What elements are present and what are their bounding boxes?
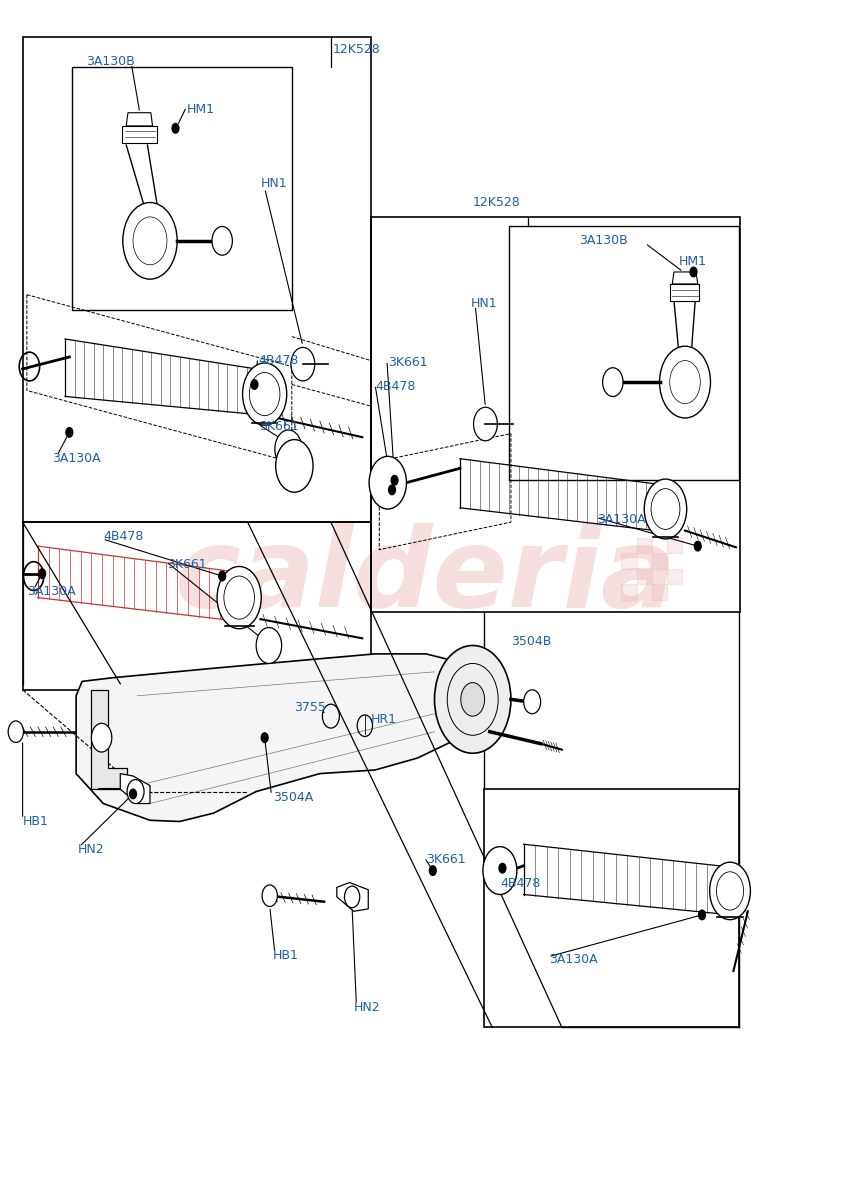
Circle shape	[369, 456, 406, 509]
Circle shape	[262, 884, 278, 906]
Circle shape	[474, 407, 498, 440]
Text: HM1: HM1	[679, 254, 707, 268]
Text: 3A130A: 3A130A	[52, 452, 101, 466]
Circle shape	[212, 227, 233, 256]
Polygon shape	[337, 882, 368, 911]
Circle shape	[602, 367, 623, 396]
Text: 3755: 3755	[295, 701, 326, 714]
Circle shape	[219, 571, 226, 581]
Text: 4B478: 4B478	[375, 380, 416, 394]
Bar	[621, 553, 636, 569]
Circle shape	[256, 628, 282, 664]
Text: HN2: HN2	[78, 842, 105, 856]
Text: HB1: HB1	[273, 949, 299, 962]
Text: HM1: HM1	[187, 103, 215, 115]
Circle shape	[130, 790, 136, 799]
Bar	[652, 584, 667, 600]
Bar	[621, 584, 636, 600]
Circle shape	[9, 721, 24, 743]
Circle shape	[435, 646, 511, 754]
Bar	[636, 569, 652, 584]
Circle shape	[91, 724, 112, 752]
Text: 3504B: 3504B	[511, 636, 551, 648]
Text: 3A130A: 3A130A	[597, 514, 646, 527]
Circle shape	[524, 690, 541, 714]
Circle shape	[276, 439, 313, 492]
Text: 3A130B: 3A130B	[579, 234, 628, 247]
Text: HN2: HN2	[354, 1001, 381, 1014]
Circle shape	[172, 124, 179, 133]
Circle shape	[483, 847, 517, 894]
Circle shape	[127, 780, 144, 804]
Text: HR1: HR1	[371, 713, 397, 726]
Bar	[667, 538, 682, 553]
Text: 3K661: 3K661	[259, 420, 298, 433]
Text: 3K661: 3K661	[426, 853, 466, 866]
Bar	[636, 538, 652, 553]
Polygon shape	[122, 126, 157, 143]
Circle shape	[291, 347, 314, 380]
Text: 3A130B: 3A130B	[86, 55, 135, 67]
Polygon shape	[670, 284, 699, 301]
Circle shape	[461, 683, 485, 716]
Circle shape	[243, 362, 287, 425]
Text: 3K661: 3K661	[388, 356, 428, 370]
Circle shape	[690, 268, 697, 277]
Text: 3A130A: 3A130A	[27, 586, 76, 598]
Circle shape	[659, 346, 711, 418]
Text: 3K661: 3K661	[167, 558, 207, 570]
Polygon shape	[126, 113, 153, 126]
Circle shape	[710, 862, 751, 919]
Polygon shape	[672, 272, 698, 284]
Text: 12K528: 12K528	[473, 196, 521, 209]
Text: 3504A: 3504A	[273, 791, 314, 804]
Circle shape	[275, 430, 302, 468]
Circle shape	[389, 485, 395, 494]
Text: HN1: HN1	[471, 296, 498, 310]
Polygon shape	[120, 774, 150, 804]
Circle shape	[344, 886, 360, 907]
Polygon shape	[90, 690, 127, 790]
Text: 12K528: 12K528	[332, 43, 380, 55]
Circle shape	[217, 566, 262, 629]
Text: HN1: HN1	[261, 176, 287, 190]
Text: calderia: calderia	[176, 522, 676, 630]
Circle shape	[694, 541, 701, 551]
Circle shape	[262, 733, 268, 743]
Circle shape	[66, 427, 72, 437]
Circle shape	[38, 569, 45, 578]
Circle shape	[429, 865, 436, 875]
Text: 4B478: 4B478	[259, 354, 299, 367]
Text: 4B478: 4B478	[501, 877, 541, 890]
Text: HB1: HB1	[23, 815, 49, 828]
Bar	[652, 553, 667, 569]
Circle shape	[391, 475, 398, 485]
Text: 3A130A: 3A130A	[550, 953, 598, 966]
Polygon shape	[76, 654, 487, 822]
Circle shape	[251, 379, 258, 389]
Circle shape	[499, 863, 506, 872]
Circle shape	[123, 203, 177, 280]
Text: 4B478: 4B478	[103, 530, 144, 544]
Circle shape	[699, 910, 705, 919]
Bar	[667, 569, 682, 584]
Circle shape	[644, 479, 687, 539]
